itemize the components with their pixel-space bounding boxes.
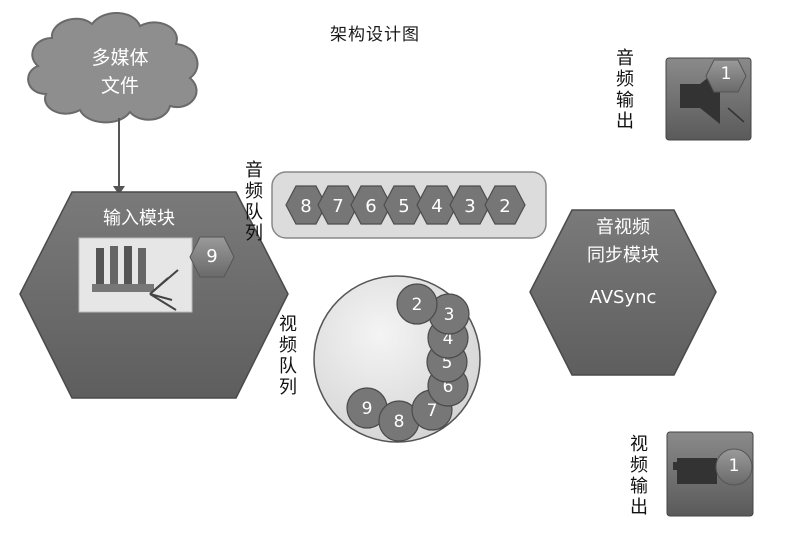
video-output-badge-number: 1 (728, 456, 740, 476)
audio-output-badge (705, 59, 747, 93)
video-queue-item-label: 2 (412, 295, 423, 315)
video-queue-item-label: 6 (443, 377, 454, 397)
video-queue-item-label: 9 (362, 399, 373, 419)
label-char: 频 (279, 335, 297, 356)
label-char: 频 (630, 455, 648, 476)
sync-module-label: 音视频 同步模块 AVSync (568, 214, 678, 312)
audio-queue-item-label: 3 (464, 196, 475, 217)
input-module-label: 输入模块 (103, 208, 175, 229)
video-output-badge (715, 448, 753, 486)
cloud-line-2: 文件 (100, 75, 139, 97)
cloud-line-1: 多媒体 (91, 47, 149, 69)
audio-queue-item-label: 6 (365, 196, 376, 217)
arrow-head-icon (113, 186, 125, 195)
label-char: 视 (630, 434, 648, 455)
label-char: 列 (245, 223, 263, 244)
cloud-label: 多媒体 文件 (70, 44, 170, 100)
video-output-label: 视 频 输 出 (628, 434, 650, 518)
video-queue-label: 视 频 队 列 (277, 314, 299, 398)
sync-line-2: 同步模块 (587, 245, 659, 266)
audio-queue-item-label: 2 (499, 196, 510, 217)
label-char: 音 (616, 48, 634, 69)
label-char: 输 (630, 476, 648, 497)
audio-queue-item-label: 8 (300, 196, 311, 217)
video-queue-item: 2 (396, 283, 438, 325)
audio-queue-item: 2 (484, 185, 526, 225)
label-char: 列 (279, 377, 297, 398)
diagram-title: 架构设计图 (330, 25, 420, 45)
video-queue-item-label: 4 (443, 329, 454, 349)
video-queue-item: 9 (346, 387, 388, 429)
label-char: 队 (279, 356, 297, 377)
label-char: 出 (630, 497, 648, 518)
label-char: 频 (616, 69, 634, 90)
video-queue-item: 3 (428, 293, 470, 335)
camera-icon (673, 458, 717, 484)
label-char: 队 (245, 202, 263, 223)
label-char: 输 (616, 90, 634, 111)
engine-image (78, 237, 193, 313)
sync-line-1: 音视频 (596, 217, 650, 238)
sync-module-hexagon (529, 209, 717, 376)
audio-queue-item-label: 4 (431, 196, 442, 217)
label-char: 音 (245, 160, 263, 181)
label-char: 出 (616, 111, 634, 132)
audio-queue-item-label: 5 (398, 196, 409, 217)
video-queue-item-label: 7 (427, 401, 438, 421)
label-char: 视 (279, 314, 297, 335)
cloud-shape (27, 11, 199, 124)
sync-line-3: AVSync (589, 287, 657, 308)
audio-queue-item-label: 7 (332, 196, 343, 217)
video-queue-item-label: 8 (394, 412, 405, 432)
label-char: 频 (245, 181, 263, 202)
input-badge (189, 236, 235, 278)
audio-output-label: 音 频 输 出 (614, 48, 636, 132)
input-badge-number: 9 (206, 246, 218, 267)
video-queue-item-label: 3 (444, 305, 455, 325)
audio-queue-label: 音 频 队 列 (243, 160, 265, 244)
audio-output-badge-number: 1 (720, 64, 732, 84)
video-queue-items: 9 8 76 5 4 3 2 (346, 283, 470, 442)
video-queue-item-label: 5 (442, 353, 453, 373)
